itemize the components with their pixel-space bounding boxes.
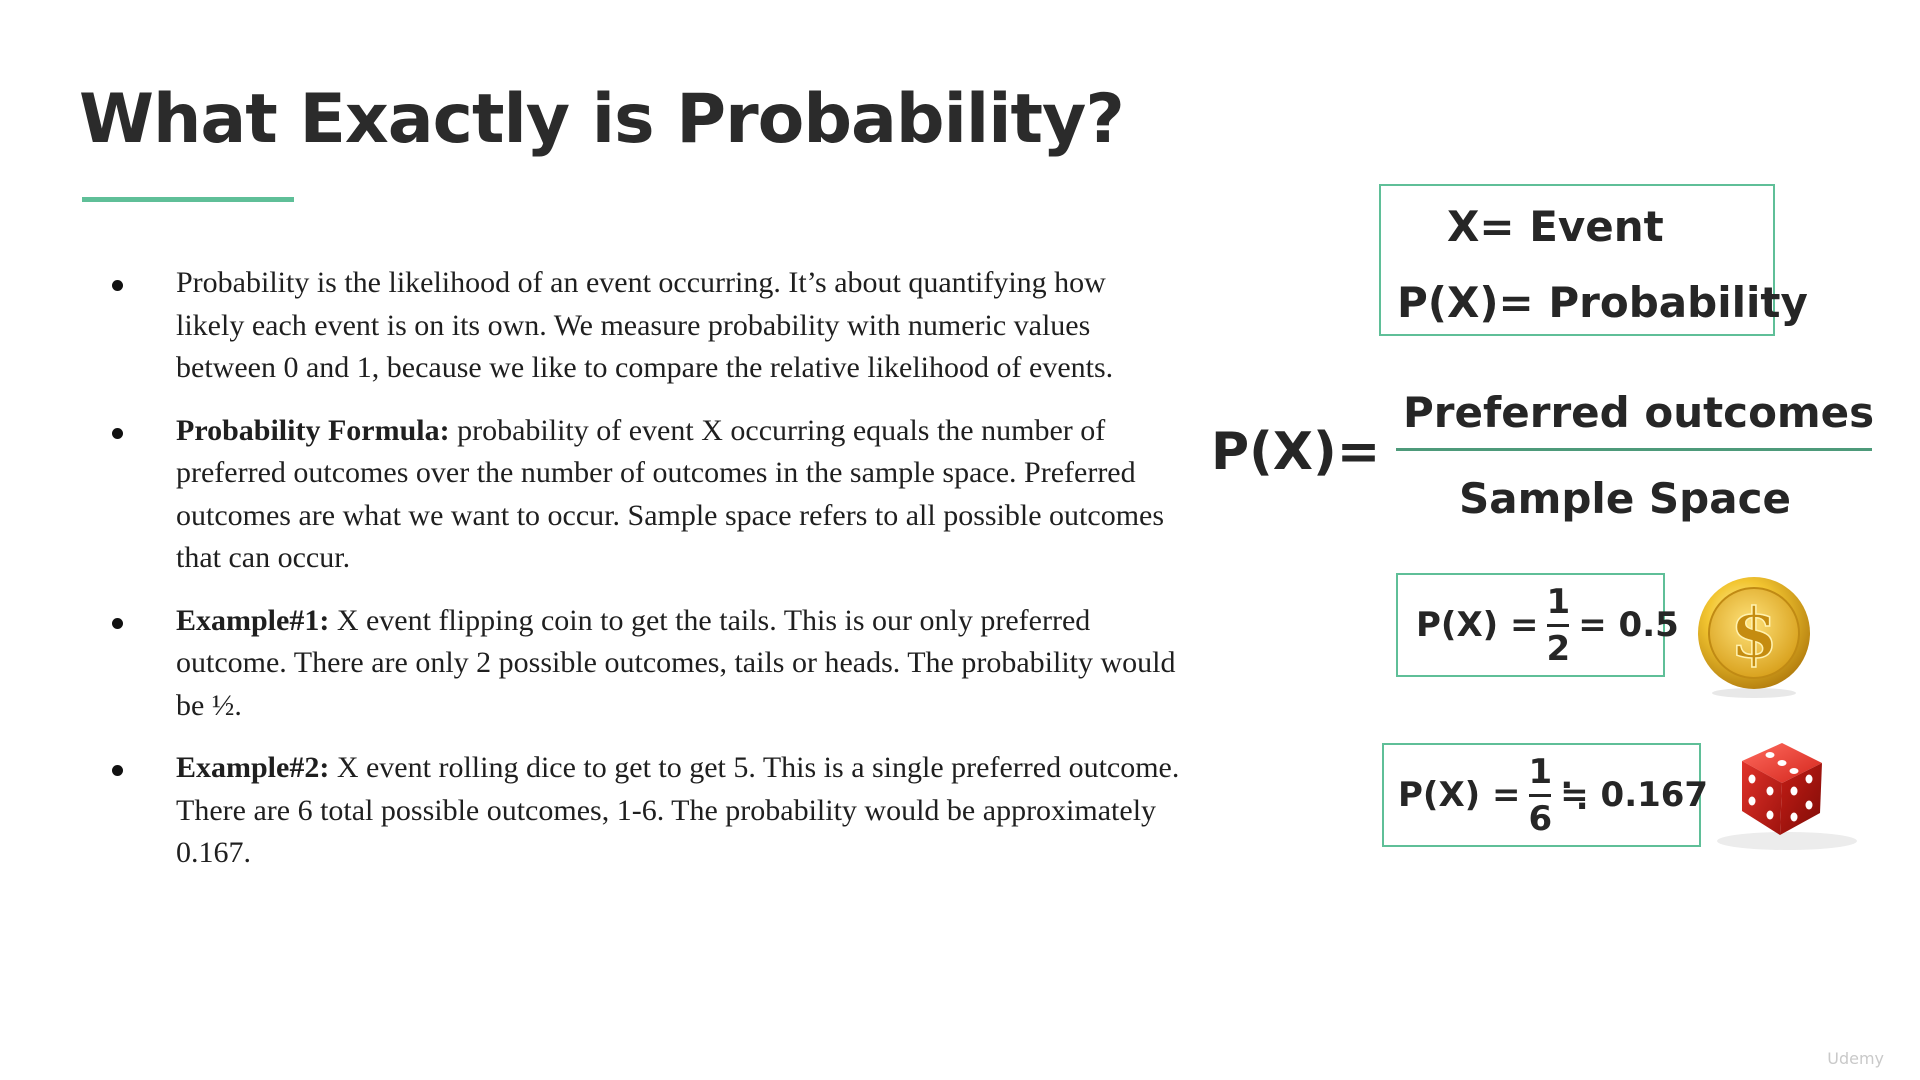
bullet-bold-lead: Probability Formula: [176, 413, 450, 447]
bullet-text: X event flipping coin to get the tails. … [176, 603, 1176, 722]
coin-example-fraction: 1 2 [1547, 585, 1571, 666]
bullet-dot [112, 280, 123, 291]
bullet-dot [112, 765, 123, 776]
coin-example-box: P(X) = 1 2 = 0.5 [1396, 573, 1679, 677]
bullet-bold-lead: Example#2: [176, 751, 330, 784]
coin-example-result: = 0.5 [1578, 605, 1679, 645]
udemy-watermark: Udemy [1827, 1049, 1884, 1068]
coin-fraction-numerator: 1 [1546, 581, 1571, 622]
dice-fraction-numerator: 1 [1528, 751, 1553, 792]
bullet-item-example-1: Example#1: X event flipping coin to get … [100, 600, 1180, 728]
coin-example-label: P(X) = [1416, 605, 1539, 645]
dice-fraction-denominator: 6 [1528, 798, 1553, 839]
definition-event: X= Event [1447, 202, 1664, 251]
dice-example-label: P(X) = [1398, 775, 1521, 815]
bullet-item-definition: Probability is the likelihood of an even… [100, 262, 1180, 390]
bullet-item-example-2: Example#2: X event rolling dice to get t… [100, 747, 1180, 875]
coin-fraction-denominator: 2 [1546, 628, 1571, 669]
bullet-text: probability of event X occurring equals … [176, 413, 1165, 575]
dice-example-box: P(X) = 1 6 ≒ 0.167 [1382, 743, 1708, 847]
formula-numerator: Preferred outcomes [1403, 388, 1875, 437]
bullet-bold-lead: Example#1: [176, 603, 330, 637]
bullet-text: X event rolling dice to get to get 5. Th… [176, 751, 1180, 869]
dice-fraction-bar [1529, 793, 1552, 797]
definition-box: X= Event P(X)= Probability [1379, 184, 1808, 336]
formula-lhs: P(X)= [1211, 422, 1381, 482]
bullet-item-formula: Probability Formula: probability of even… [100, 410, 1180, 580]
bullet-dot [112, 617, 123, 629]
formula-denominator: Sample Space [1459, 474, 1791, 523]
definition-probability: P(X)= Probability [1397, 278, 1808, 327]
svg-text:$: $ [1730, 594, 1777, 674]
bullet-list: Probability is the likelihood of an even… [100, 262, 1180, 895]
dice-example-result: ≒ 0.167 [1560, 775, 1709, 815]
bullet-dot [112, 427, 123, 439]
red-dice-icon [1712, 731, 1862, 855]
gold-dollar-coin-icon: $ [1695, 575, 1813, 699]
formula-fraction-bar [1396, 448, 1872, 451]
page-title: What Exactly is Probability? [79, 80, 1125, 159]
dice-example-fraction: 1 6 [1529, 755, 1553, 836]
bullet-text: Probability is the likelihood of an even… [176, 266, 1114, 384]
coin-fraction-bar [1547, 623, 1570, 627]
title-underline [82, 197, 294, 202]
